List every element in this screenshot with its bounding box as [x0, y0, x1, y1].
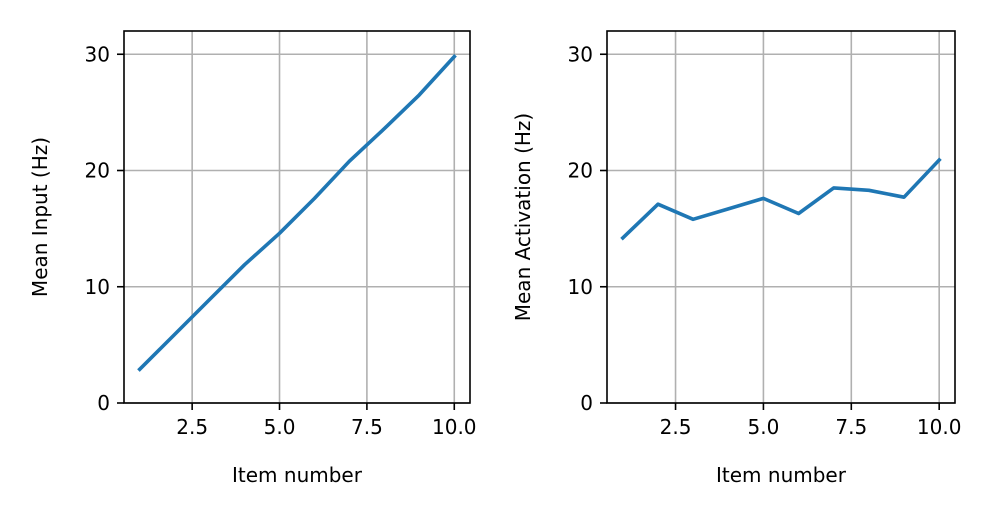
series-line [137, 54, 457, 372]
y-tick-label: 30 [568, 42, 593, 66]
y-tick-label: 0 [580, 391, 593, 415]
x-axis-label: Item number [716, 463, 847, 487]
left-chart-panel: 2.5 5.0 7.5 10.0 0 10 20 30 Item number Mean Inpu… [28, 30, 477, 487]
x-tick-label: 2.5 [660, 415, 692, 439]
x-tick-label: 10.0 [917, 415, 962, 439]
series-line [620, 157, 942, 241]
x-tick-label: 2.5 [176, 415, 208, 439]
axes-frame [606, 30, 956, 404]
y-axis-label: Mean Input (Hz) [28, 137, 52, 297]
x-tick-label: 5.0 [264, 415, 296, 439]
axes-frame [123, 30, 471, 404]
x-tick-label: 7.5 [835, 415, 867, 439]
y-tick-label: 10 [85, 275, 110, 299]
y-tick-label: 20 [85, 159, 110, 183]
y-tick-label: 10 [568, 275, 593, 299]
x-tick-label: 7.5 [351, 415, 383, 439]
y-tick-label: 20 [568, 159, 593, 183]
x-axis-label: Item number [232, 463, 363, 487]
right-chart-panel: 2.5 5.0 7.5 10.0 0 10 20 30 Item number Mean Acti… [511, 30, 962, 487]
y-axis-label: Mean Activation (Hz) [511, 113, 535, 321]
y-tick-label: 0 [97, 391, 110, 415]
y-tick-label: 30 [85, 42, 110, 66]
x-tick-label: 10.0 [432, 415, 477, 439]
x-tick-label: 5.0 [748, 415, 780, 439]
